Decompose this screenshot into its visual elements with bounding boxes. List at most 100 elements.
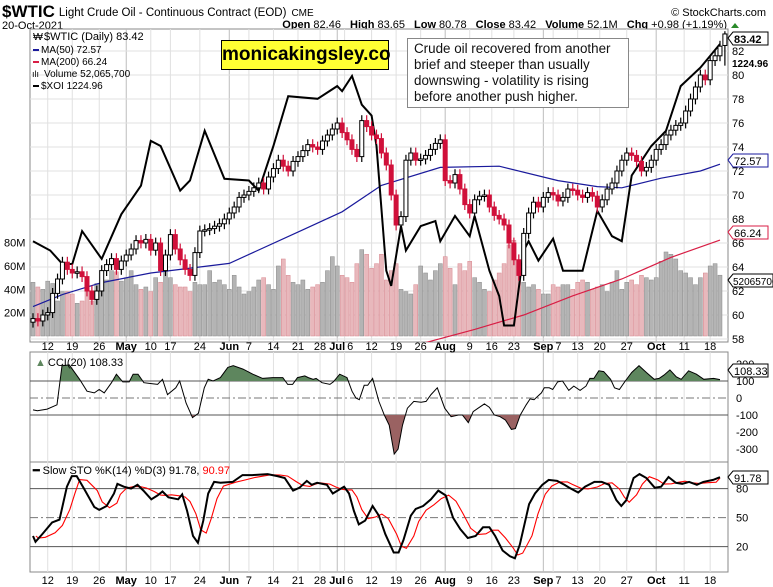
candle-body: [540, 196, 546, 208]
volume-bar: [644, 277, 649, 337]
candle: [241, 189, 247, 203]
candle: [388, 159, 394, 201]
candle: [177, 243, 183, 266]
candle-body: [403, 159, 409, 218]
candle: [79, 266, 85, 282]
sto-tick-label: 50: [736, 513, 748, 525]
candle: [310, 139, 316, 153]
candle: [64, 256, 70, 275]
candle-body: [202, 229, 208, 232]
candle: [158, 237, 164, 276]
candle-body: [467, 204, 473, 214]
cci-legend-value: 108.33: [89, 357, 123, 369]
price-tick-label: 72: [732, 166, 744, 178]
candle-body: [251, 187, 257, 192]
volume-bar: [658, 261, 664, 337]
date-tick-label: 13: [572, 341, 584, 353]
cci-line: [32, 364, 721, 456]
candle-body: [74, 271, 80, 274]
candle: [707, 55, 713, 86]
candle: [717, 40, 723, 62]
volume-tick-label: 60M: [4, 261, 25, 273]
volume-bar: [241, 293, 247, 337]
candle: [216, 218, 222, 232]
candle: [722, 31, 728, 66]
volume-label: Volume: [545, 19, 584, 31]
volume-bar: [168, 277, 173, 337]
volume-bar: [153, 277, 158, 337]
candle: [290, 156, 296, 177]
candle: [30, 313, 36, 328]
candle: [604, 183, 610, 206]
candle: [526, 207, 532, 239]
candle: [658, 139, 664, 155]
candle-body: [295, 156, 301, 162]
candle: [643, 162, 649, 177]
candle: [305, 139, 311, 156]
sto-legend-d: 90.97: [203, 465, 231, 477]
date-tick-label: 21: [292, 575, 304, 587]
candle: [462, 183, 468, 210]
high-label: High: [350, 19, 375, 31]
price-tick-label: 64: [732, 262, 744, 274]
volume-value: 52.1M: [587, 19, 618, 31]
candle-body: [462, 188, 468, 206]
volume-bar: [438, 263, 443, 337]
volume-bar: [74, 303, 80, 337]
open-value: 82.46: [313, 19, 341, 31]
candle: [197, 225, 203, 258]
candle-body: [393, 194, 399, 226]
date-tick-label: 26: [93, 341, 105, 353]
date-tick-label: 7: [246, 341, 252, 353]
volume-bar: [364, 254, 369, 337]
candle: [521, 228, 527, 281]
candle-body: [55, 278, 61, 294]
candle: [364, 115, 370, 132]
candle: [501, 213, 507, 231]
volume-bar: [433, 270, 438, 337]
legend-xoi-swatch: [33, 85, 39, 87]
price-tick-label: 66: [732, 238, 744, 250]
date-tick-label: 26: [415, 341, 427, 353]
candle-body: [629, 152, 635, 156]
volume-bar: [246, 291, 252, 337]
volume-bar: [285, 275, 291, 337]
volume-bar: [339, 275, 345, 337]
candle-body: [94, 290, 100, 300]
candle-body: [35, 318, 41, 322]
date-tick-label: 10: [145, 341, 157, 353]
sto-legend: ━ Slow STO %K(14) %D(3) 91.78, 90.97: [32, 465, 230, 477]
candle-body: [89, 290, 95, 300]
candle: [678, 117, 684, 131]
candle: [398, 211, 404, 231]
candle: [383, 147, 389, 171]
volume-bar: [393, 263, 399, 337]
cci-legend-text: CCI(20): [48, 357, 90, 369]
volume-bar: [256, 279, 261, 337]
volume-bar: [315, 284, 320, 337]
price-tick-label: 60: [732, 310, 744, 322]
candle-body: [324, 134, 330, 142]
close-value: 83.42: [509, 19, 537, 31]
candle: [442, 134, 448, 186]
cci-tick-label: 0: [736, 393, 742, 405]
ma200-marker: 66.24: [734, 228, 762, 240]
candle-body: [418, 158, 424, 161]
volume-bar: [452, 284, 458, 337]
date-tick-label: 17: [164, 341, 176, 353]
candle: [192, 247, 198, 281]
volume-bar: [624, 282, 629, 337]
candle: [506, 219, 512, 249]
date-tick-label: Oct: [647, 341, 666, 353]
date-tick-label: 14: [267, 341, 279, 353]
volume-bar: [192, 282, 198, 337]
candle-body: [344, 132, 350, 141]
volume-bar: [35, 286, 41, 337]
annotation-note: Crude oil recovered from another brief a…: [407, 38, 629, 108]
candle: [99, 265, 105, 297]
candle-body: [109, 258, 115, 266]
candle-body: [516, 259, 522, 276]
date-tick-label: 21: [292, 341, 304, 353]
candle: [481, 189, 487, 202]
